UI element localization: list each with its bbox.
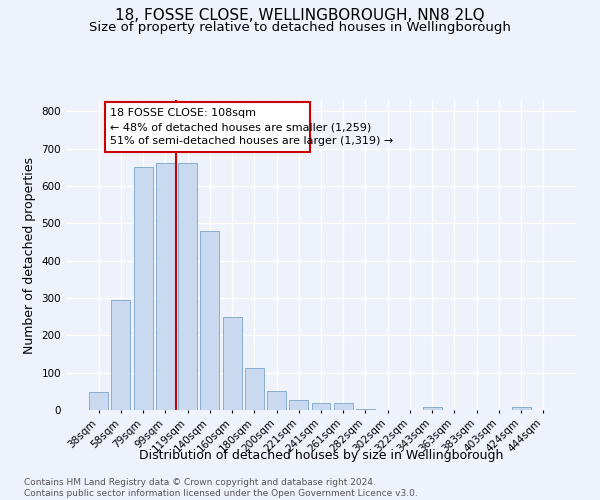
Bar [311,404,331,410]
Bar [334,404,353,410]
FancyBboxPatch shape [106,102,310,152]
Bar [356,409,375,410]
Text: Distribution of detached houses by size in Wellingborough: Distribution of detached houses by size … [139,448,503,462]
Bar [245,368,264,410]
Y-axis label: Number of detached properties: Number of detached properties [23,156,36,354]
Text: 18, FOSSE CLOSE, WELLINGBOROUGH, NN8 2LQ: 18, FOSSE CLOSE, WELLINGBOROUGH, NN8 2LQ [115,8,485,22]
Bar [267,392,286,410]
Bar [223,316,242,410]
Bar [156,164,175,410]
Text: Contains HM Land Registry data © Crown copyright and database right 2024.
Contai: Contains HM Land Registry data © Crown c… [24,478,418,498]
Bar [200,232,219,410]
Bar [289,400,308,410]
Bar [178,164,197,410]
Bar [423,407,442,410]
Text: Size of property relative to detached houses in Wellingborough: Size of property relative to detached ho… [89,21,511,34]
Bar [512,407,530,410]
Bar [112,300,130,410]
Bar [89,392,108,410]
Text: 18 FOSSE CLOSE: 108sqm
← 48% of detached houses are smaller (1,259)
51% of semi-: 18 FOSSE CLOSE: 108sqm ← 48% of detached… [110,108,393,146]
Bar [134,167,152,410]
